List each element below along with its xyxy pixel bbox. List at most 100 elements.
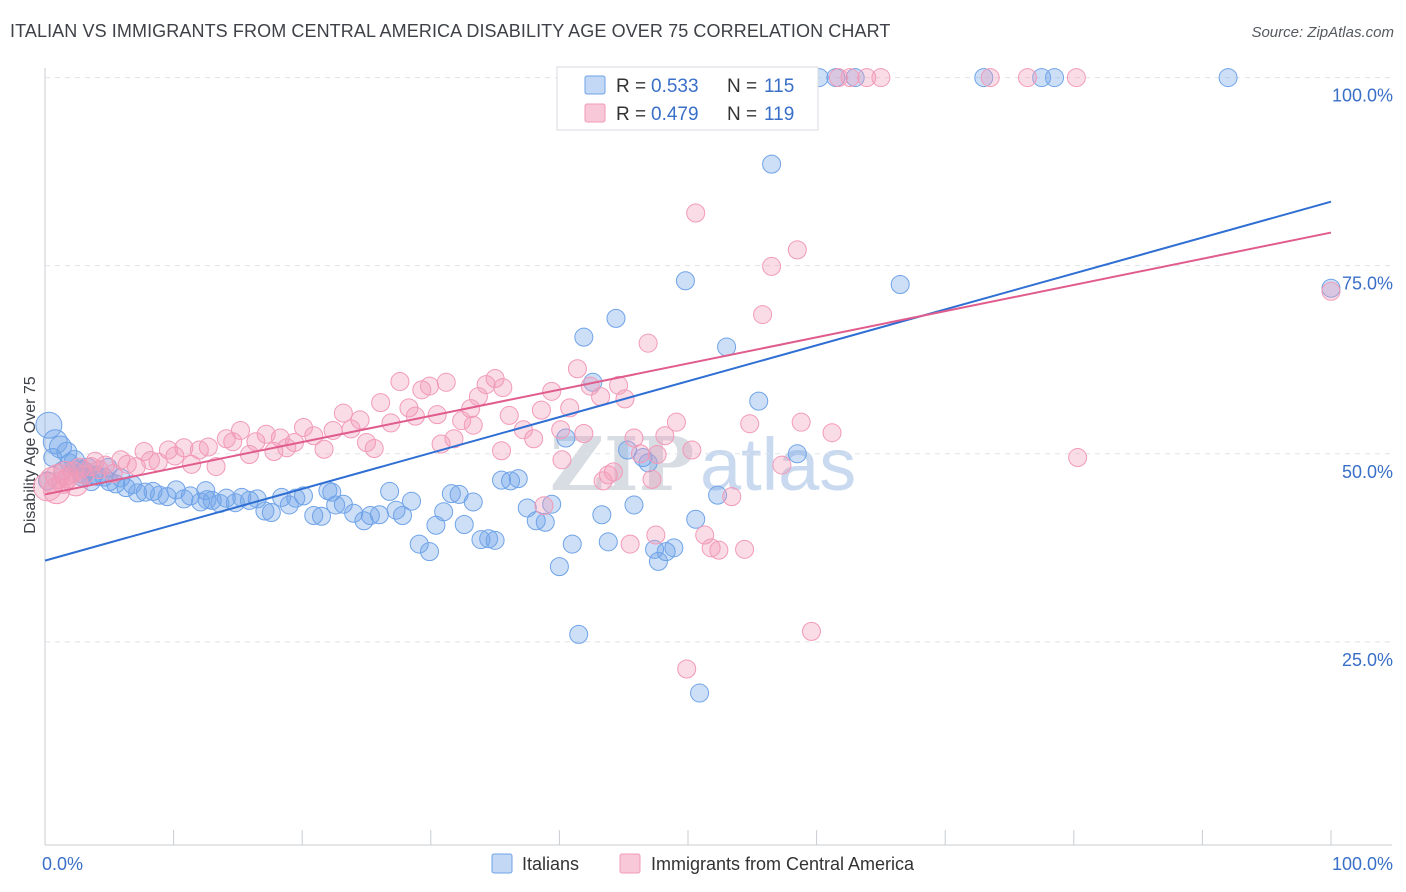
italians-point (762, 154, 782, 174)
central-america-point (709, 540, 729, 560)
italians-point (386, 500, 406, 520)
stats-legend: R = 0.533 N = 115 R = 0.479 N = 119 (556, 66, 819, 131)
central-america-point (871, 68, 891, 88)
stats-r-value-italians: 0.533 (651, 76, 699, 97)
central-america-trend-line (44, 231, 1332, 496)
italians-point (311, 506, 331, 526)
legend-label-italians: Italians (522, 854, 579, 874)
central-america-point (682, 440, 702, 460)
central-america-point (524, 429, 544, 449)
central-america-point (574, 423, 594, 443)
series-central-america-points (33, 68, 1341, 679)
italians-point (648, 551, 668, 571)
italians-point (420, 542, 440, 562)
central-america-point (1018, 68, 1038, 88)
italians-point (293, 486, 313, 506)
central-america-point (420, 376, 440, 396)
italians-point (454, 515, 474, 535)
italians-point (592, 505, 612, 525)
italians-point (562, 534, 582, 554)
central-america-point (801, 621, 821, 641)
central-america-point (1321, 281, 1341, 301)
central-america-point (624, 428, 644, 448)
central-america-point (722, 487, 742, 507)
stats-r-value-central-america: 0.479 (651, 104, 699, 125)
axes (44, 68, 1392, 846)
central-america-point (828, 68, 848, 88)
central-america-point (314, 439, 334, 459)
italians-point (574, 327, 594, 347)
italians-point (845, 68, 865, 88)
central-america-point (980, 68, 1000, 88)
stats-swatch-italians (584, 75, 606, 95)
italians-point (569, 624, 589, 644)
stats-swatch-central-america (584, 103, 606, 123)
central-america-point (772, 455, 792, 475)
central-america-point (840, 68, 860, 88)
central-america-point (492, 441, 512, 461)
y-axis-label: Disability Age Over 75 (22, 376, 39, 534)
central-america-point (436, 372, 456, 392)
central-america-point (620, 534, 640, 554)
italians-point (402, 491, 422, 511)
central-america-point (140, 451, 160, 471)
stats-r-label: R = (616, 76, 646, 97)
italians-point (717, 337, 737, 357)
central-america-point (206, 457, 226, 477)
central-america-point (655, 426, 675, 446)
italians-point (675, 271, 695, 291)
central-america-point (1068, 448, 1088, 468)
central-america-point (364, 439, 384, 459)
central-america-point (735, 539, 755, 559)
italians-point (441, 484, 461, 504)
y-tick-label: 50.0% (1342, 462, 1393, 482)
central-america-point (333, 403, 353, 423)
italians-point (1218, 68, 1238, 88)
central-america-point (695, 525, 715, 545)
central-america-point (857, 68, 877, 88)
stats-n-label: N = (727, 104, 757, 125)
central-america-point (357, 433, 376, 452)
central-america-point (740, 414, 760, 434)
central-america-point (534, 496, 554, 516)
central-america-point (95, 455, 115, 475)
italians-point (128, 483, 148, 503)
central-america-point (198, 437, 218, 457)
italians-point (216, 488, 236, 508)
watermark: ZIP atlas (550, 422, 856, 508)
central-america-point (493, 378, 513, 398)
italians-point (369, 505, 389, 525)
italians-point (708, 485, 728, 505)
legend-swatch-italians (491, 853, 513, 874)
trend-lines (44, 200, 1332, 562)
legend-label-central-america: Immigrants from Central America (651, 854, 915, 874)
italians-point (624, 495, 644, 515)
central-america-point (230, 420, 250, 440)
central-america-point (567, 359, 587, 379)
central-america-point (85, 451, 105, 471)
italians-point (43, 448, 63, 468)
central-america-point (1066, 68, 1086, 88)
central-america-point (630, 444, 650, 464)
central-america-point (642, 469, 662, 489)
italians-point (508, 469, 528, 489)
italians-point (890, 274, 910, 294)
central-america-point (646, 525, 666, 545)
italians-point (286, 488, 306, 508)
series-italians-points (35, 68, 1341, 703)
y-tick-labels: 25.0% 50.0% 75.0% 100.0% (1332, 86, 1393, 670)
italians-point (664, 538, 684, 558)
italians-point (197, 490, 217, 510)
central-america-point (256, 424, 276, 444)
italians-point (686, 509, 706, 529)
stats-n-label: N = (727, 76, 757, 97)
italians-point (48, 435, 72, 459)
central-america-point (53, 460, 79, 486)
central-america-point (822, 423, 842, 443)
central-america-point (293, 417, 313, 437)
italians-point (255, 501, 275, 521)
italians-point (344, 503, 364, 523)
central-america-point (598, 465, 618, 485)
italians-point (322, 482, 342, 502)
x-tick-label-left: 0.0% (42, 854, 83, 874)
